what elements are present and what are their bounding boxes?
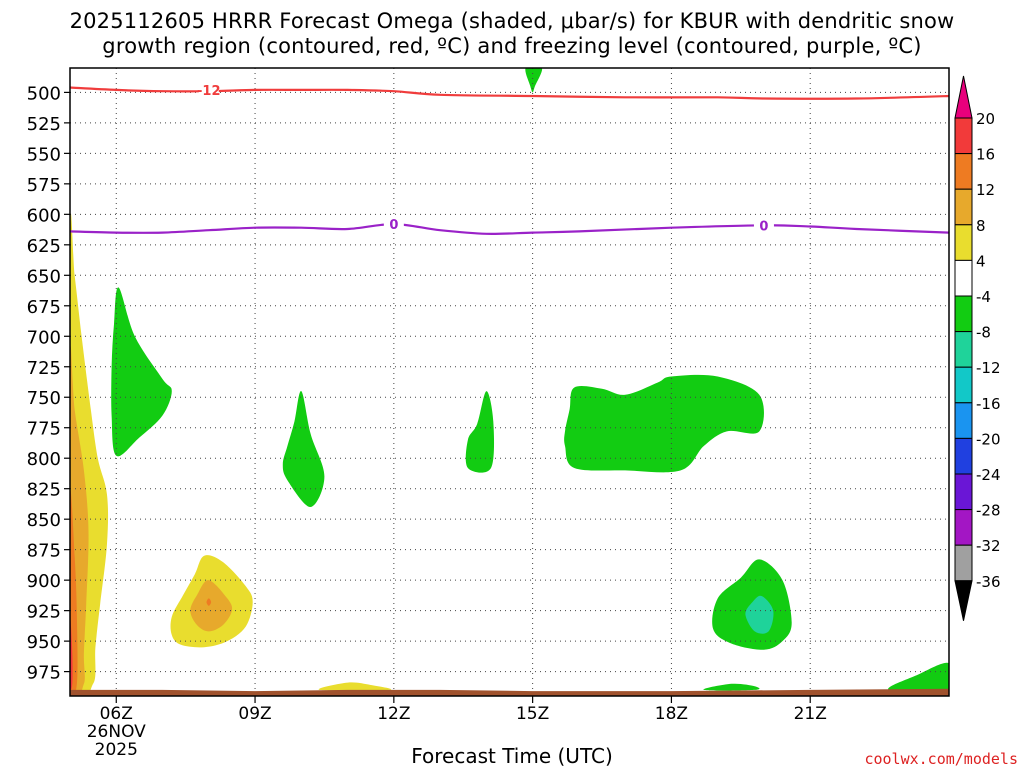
colorbar-label-12: 12	[976, 181, 995, 199]
colorbar-bin-8-4	[954, 224, 973, 261]
y-tick-label-950: 950	[27, 632, 61, 653]
y-tick-label-500: 500	[27, 83, 61, 104]
colorbar-label-4: 4	[976, 252, 986, 270]
y-tick-label-700: 700	[27, 327, 61, 348]
colorbar: 20 16 12 8 4 -4 -8 -12 -16 -20 -24 -28 -32 -36	[954, 75, 1001, 621]
colorbar-label--20: -20	[976, 430, 1001, 448]
credit-link[interactable]: coolwx.com/models	[864, 750, 1018, 768]
colorbar-bin--28--32	[954, 509, 973, 546]
y-tick-label-800: 800	[27, 449, 61, 470]
colorbar-label--28: -28	[976, 502, 1001, 520]
colorbar-label-20: 20	[976, 110, 995, 128]
colorbar-bin-4--4	[954, 259, 973, 297]
plot-frame	[69, 67, 950, 697]
omega-orange-a	[206, 598, 212, 606]
colorbar-bin--32--36	[954, 544, 973, 582]
colorbar-bin--24--28	[954, 473, 973, 511]
y-tick-label-925: 925	[27, 602, 61, 623]
omega-green-h	[703, 683, 760, 691]
y-tick-label-725: 725	[27, 358, 61, 379]
y-tick-label-900: 900	[27, 571, 61, 592]
chart-title-line-2: growth region (contoured, red, ºC) and f…	[102, 34, 922, 58]
omega-green-f	[525, 68, 543, 93]
contour-0	[70, 222, 949, 235]
y-tick-label-850: 850	[27, 510, 61, 531]
omega-gold-a	[190, 580, 233, 632]
y-axis: 500 525 550 575 600 625 650 675 700 725 750 775 800 8…	[27, 83, 70, 684]
y-tick-label-875: 875	[27, 541, 61, 562]
omega-green-c	[465, 391, 495, 473]
x-tick-year: 2025	[95, 740, 138, 760]
x-tick-label-15: 15Z	[516, 704, 549, 724]
colorbar-top-arrow	[954, 75, 973, 119]
x-axis-title: Forecast Time (UTC)	[411, 744, 613, 768]
x-tick-label-6: 06Z	[100, 704, 133, 724]
y-tick-label-775: 775	[27, 419, 61, 440]
colorbar-bin-12-8	[954, 188, 973, 226]
colorbar-label--12: -12	[976, 359, 1001, 377]
y-tick-label-525: 525	[27, 114, 61, 135]
contour-label--12-0: -12	[197, 84, 221, 99]
x-tick-label-21: 21Z	[794, 704, 827, 724]
y-tick-label-650: 650	[27, 266, 61, 287]
omega-green-d	[564, 374, 764, 473]
chart-title-line-1: 2025112605 HRRR Forecast Omega (shaded, …	[69, 9, 955, 33]
plot-area: -12 0 0	[69, 67, 950, 697]
ground	[70, 688, 949, 696]
plot-clip-group: -12 0 0	[70, 68, 949, 696]
colorbar-bin--8--12	[954, 331, 973, 368]
colorbar-label--8: -8	[976, 324, 991, 342]
colorbar-bin--4--8	[954, 295, 973, 333]
colorbar-label-16: 16	[976, 146, 995, 164]
colorbar-label-8: 8	[976, 217, 986, 235]
contour-label-bg-0-0	[383, 217, 404, 231]
contour--12	[70, 86, 949, 100]
omega-yellow-bottom	[318, 682, 392, 691]
omega-teal-e	[745, 595, 774, 634]
contour-label-bg--12-0	[198, 82, 219, 96]
y-tick-label-975: 975	[27, 663, 61, 684]
colorbar-bottom-arrow	[954, 580, 973, 621]
colorbar-bin--16--20	[954, 402, 973, 439]
contour-label-bg-0-1	[753, 218, 774, 232]
y-tick-label-675: 675	[27, 297, 61, 318]
colorbar-label--16: -16	[976, 395, 1001, 413]
colorbar-label--24: -24	[976, 466, 1001, 484]
colorbar-bin-16-12	[954, 153, 973, 190]
colorbar-label--4: -4	[976, 288, 991, 306]
x-tick-label-12: 12Z	[377, 704, 410, 724]
y-tick-label-550: 550	[27, 144, 61, 165]
x-tick-label-9: 09Z	[238, 704, 271, 724]
omega-green-b	[282, 390, 325, 508]
contour-label-0-1: 0	[759, 219, 768, 234]
y-tick-label-825: 825	[27, 480, 61, 501]
y-tick-label-750: 750	[27, 388, 61, 409]
contour-label-0-0: 0	[389, 218, 398, 233]
colorbar-bin-20-16	[954, 117, 973, 155]
y-tick-label-600: 600	[27, 205, 61, 226]
omega-green-a	[111, 287, 172, 457]
omega-green-g	[888, 662, 949, 693]
colorbar-label--32: -32	[976, 537, 1001, 555]
y-tick-label-625: 625	[27, 236, 61, 257]
y-tick-label-575: 575	[27, 175, 61, 196]
x-tick-label-18: 18Z	[655, 704, 688, 724]
x-tick-date: 26NOV	[87, 722, 146, 742]
colorbar-bin--20--24	[954, 437, 973, 475]
colorbar-bin--12--16	[954, 366, 973, 404]
colorbar-label--36: -36	[976, 573, 1001, 591]
